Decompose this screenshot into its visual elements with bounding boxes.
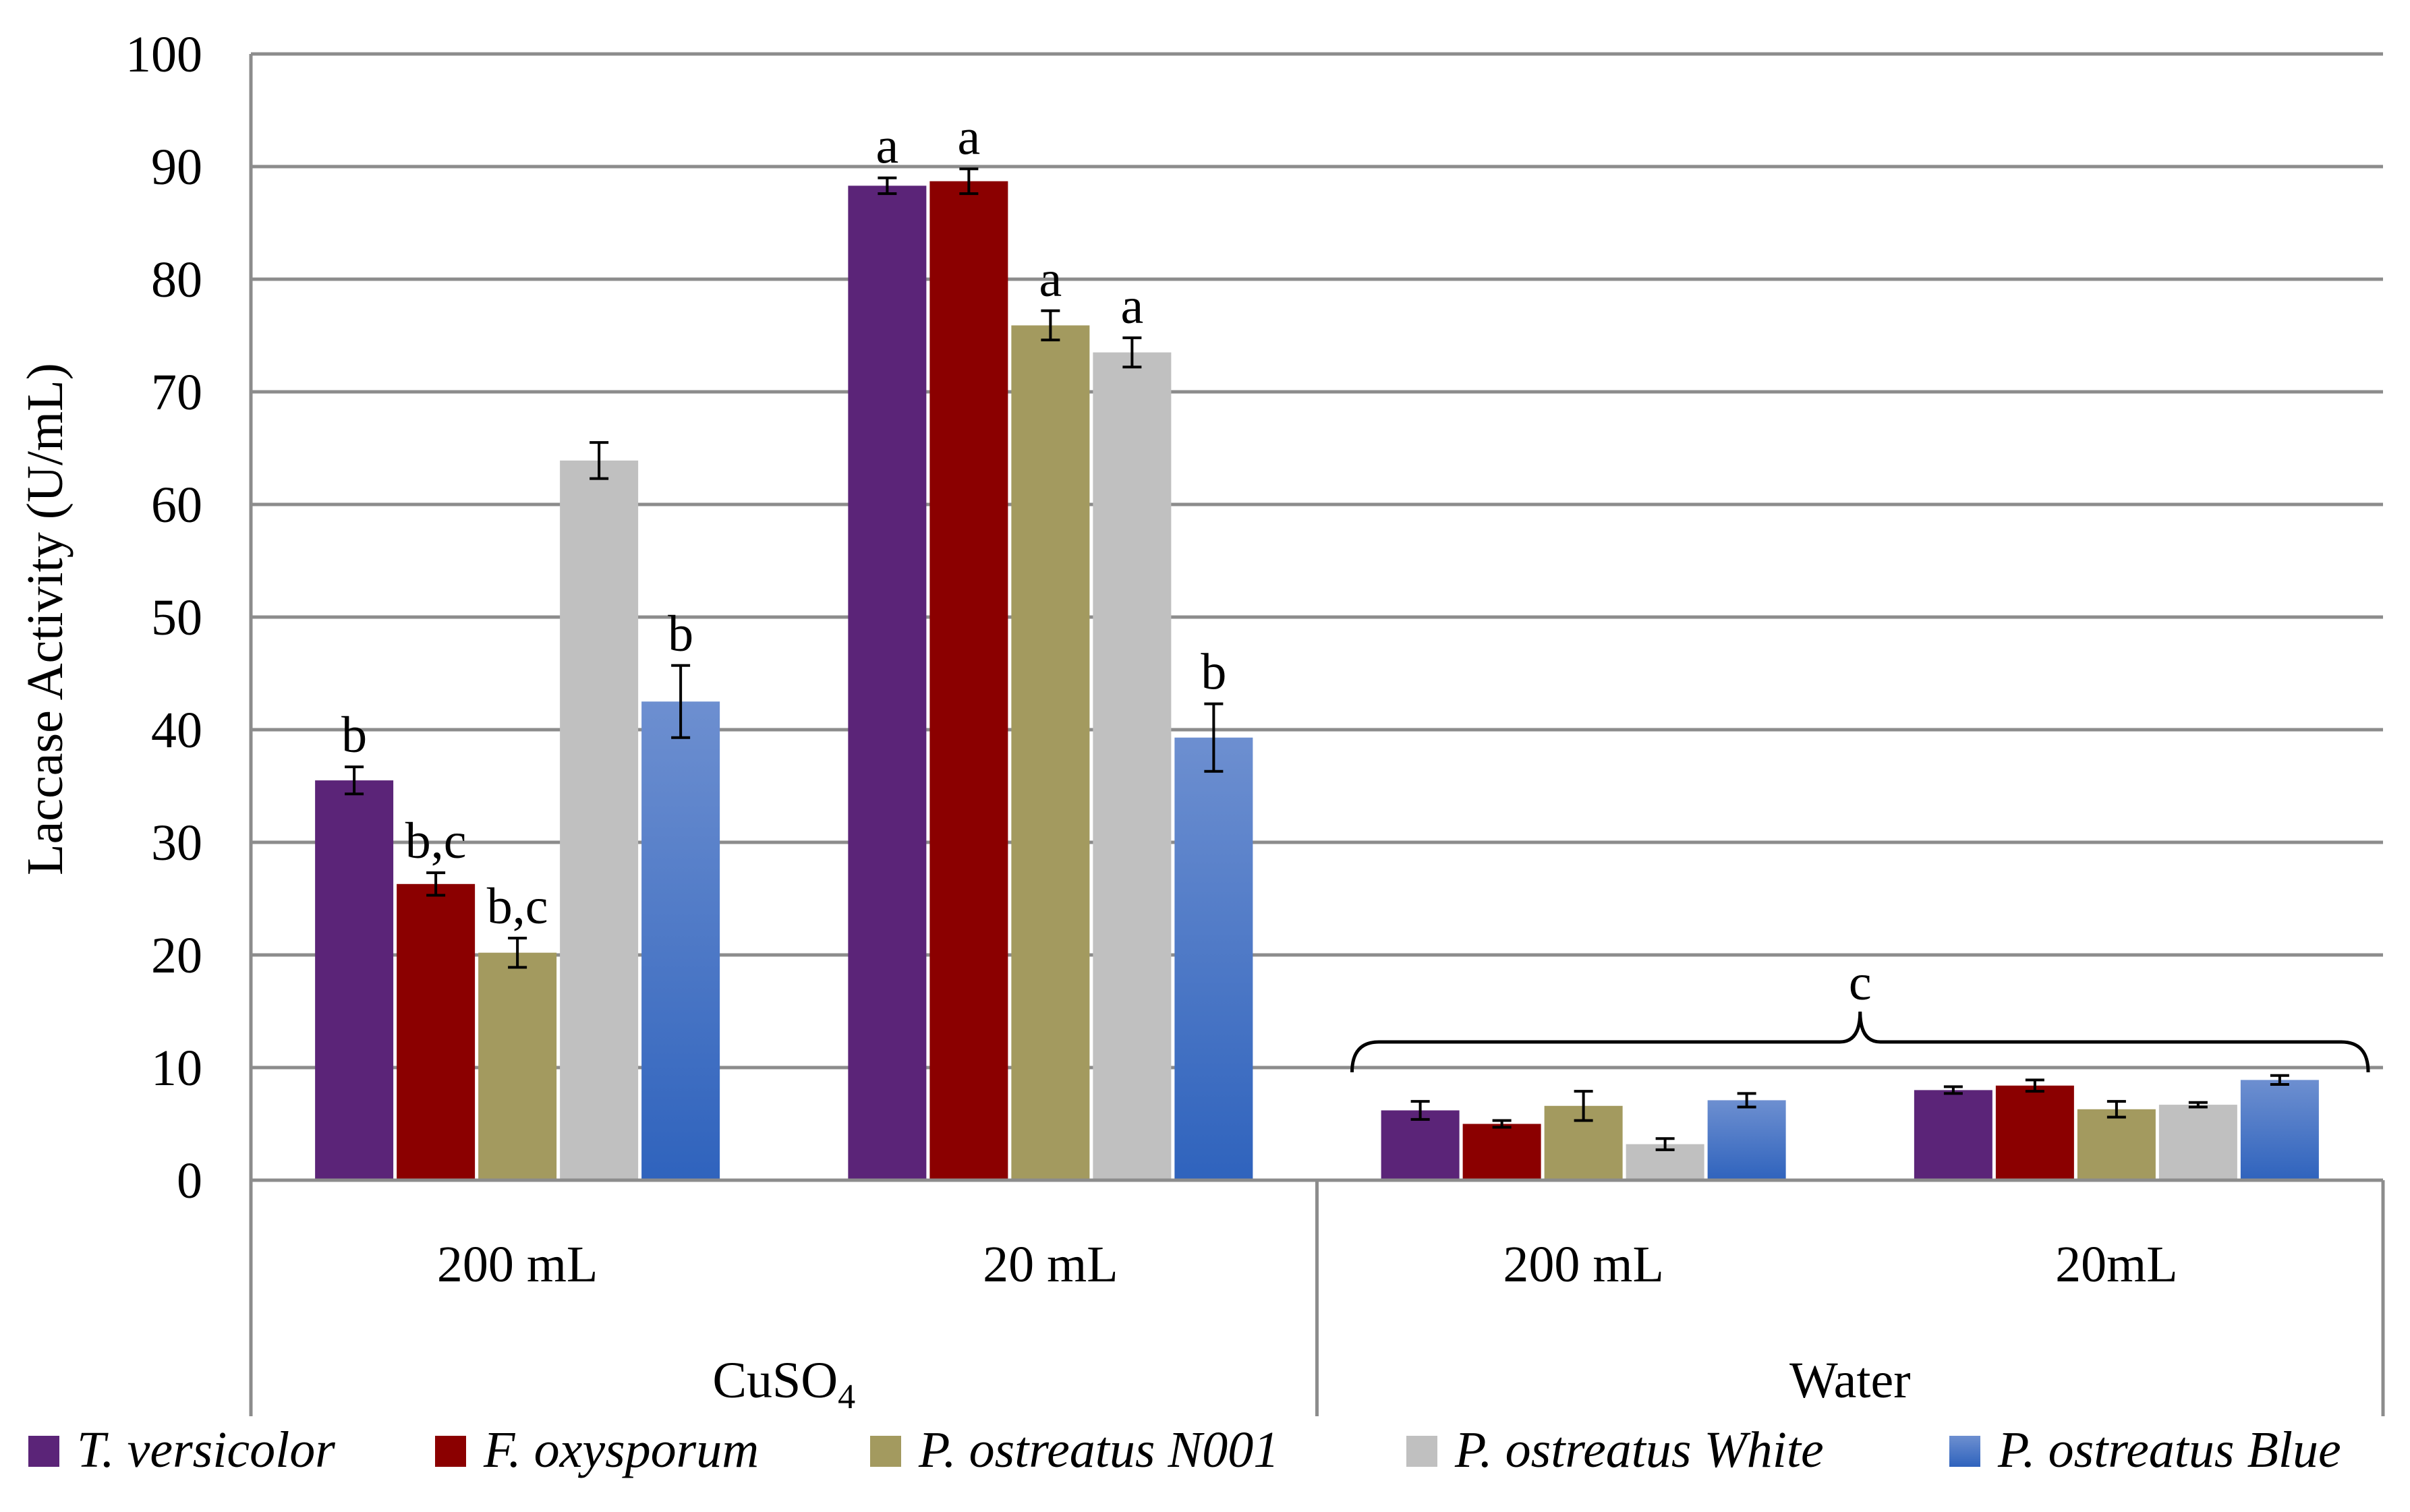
error-bar-3-4 (1655, 1137, 1675, 1151)
error-bar-4-1 (1943, 1085, 1963, 1095)
y-tick-label-30: 30 (151, 815, 202, 871)
y-tick-label-60: 60 (151, 477, 202, 533)
legend-label-2: F. oxysporum (483, 1422, 759, 1478)
error-bar-1-5 (671, 664, 691, 739)
x-group-label-2: Water (1789, 1352, 1911, 1409)
significance-label-2-4: a (1121, 278, 1144, 335)
significance-label-1-2: b,c (405, 813, 467, 869)
legend: T. versicolor F. oxysporum P. ostreatus N0… (28, 1422, 2341, 1478)
error-bar-4-4 (2188, 1101, 2208, 1109)
legend-item-2: F. oxysporum (435, 1422, 759, 1478)
y-axis-label: Laccase Activity (U/mL) (17, 363, 74, 875)
bar-1-2 (397, 883, 476, 1180)
water-brace-annotation: c (1350, 954, 2370, 1073)
legend-item-1: T. versicolor (28, 1422, 335, 1478)
significance-label-1-5: b (668, 606, 693, 662)
y-axis-ticks: 0 10 20 30 40 50 60 70 80 90 100 (125, 26, 202, 1209)
bar-2-4 (1093, 352, 1172, 1180)
bar-4-4 (2158, 1105, 2237, 1180)
brace-path (1350, 1011, 2370, 1073)
legend-item-5: P. ostreatus Blue (1949, 1422, 2341, 1478)
y-tick-label-70: 70 (151, 364, 202, 421)
legend-label-1: T. versicolor (77, 1422, 335, 1478)
bar-3-1 (1381, 1110, 1460, 1180)
bar-2-2 (929, 181, 1008, 1181)
x-category-label-1: 200 mL (437, 1236, 598, 1293)
bar-1-5 (641, 701, 720, 1180)
x-category-label-2: 20 mL (983, 1236, 1118, 1293)
y-tick-label-40: 40 (151, 702, 202, 759)
error-bar-4-5 (2270, 1074, 2289, 1086)
error-bar-2-1 (878, 176, 897, 196)
brace-label: c (1849, 954, 1872, 1011)
legend-swatch-5 (1949, 1436, 1980, 1467)
bar-1-1 (315, 780, 394, 1180)
legend-swatch-1 (28, 1436, 59, 1467)
error-bar-1-3 (508, 936, 527, 969)
error-bar-3-3 (1574, 1090, 1593, 1122)
bar-4-1 (1914, 1090, 1992, 1180)
legend-item-3: P. ostreatus N001 (870, 1422, 1279, 1478)
x-category-label-3: 200 mL (1503, 1236, 1664, 1293)
y-tick-label-80: 80 (151, 252, 202, 308)
error-bar-3-1 (1410, 1100, 1430, 1121)
bar-2-5 (1174, 737, 1253, 1180)
legend-label-4: P. ostreatus White (1454, 1422, 1824, 1478)
bar-3-2 (1462, 1124, 1541, 1180)
significance-label-1-3: b,c (487, 878, 548, 935)
significance-label-2-2: a (958, 109, 981, 165)
legend-swatch-4 (1406, 1436, 1437, 1467)
legend-label-5: P. ostreatus Blue (1997, 1422, 2341, 1478)
bar-4-2 (1995, 1085, 2074, 1180)
error-bar-2-3 (1041, 309, 1060, 342)
legend-swatch-3 (870, 1436, 901, 1467)
legend-item-4: P. ostreatus White (1406, 1422, 1824, 1478)
error-bar-4-2 (2025, 1078, 2044, 1093)
bars (315, 181, 2319, 1181)
bar-4-3 (2077, 1109, 2156, 1180)
bar-2-3 (1011, 325, 1090, 1181)
bar-1-4 (560, 460, 639, 1180)
y-tick-label-100: 100 (125, 26, 202, 83)
bar-4-5 (2240, 1080, 2319, 1180)
x-axis-groups: CuSO4 Water (712, 1352, 1910, 1416)
significance-label-2-3: a (1039, 251, 1062, 308)
significance-label-1-1: b (341, 707, 367, 763)
y-tick-label-50: 50 (151, 589, 202, 646)
error-bar-2-2 (959, 167, 979, 196)
error-bar-1-4 (590, 441, 609, 480)
significance-labels: b b,c b,c b a a a a b (341, 109, 1226, 935)
error-bar-2-5 (1204, 702, 1224, 773)
error-bar-4-3 (2106, 1100, 2126, 1119)
error-bar-1-1 (345, 765, 364, 796)
axes (249, 54, 2385, 1416)
legend-label-3: P. ostreatus N001 (918, 1422, 1279, 1478)
significance-label-2-1: a (876, 118, 899, 175)
y-tick-label-0: 0 (177, 1153, 202, 1209)
significance-label-2-5: b (1201, 644, 1226, 701)
error-bar-1-2 (426, 871, 446, 897)
x-axis-categories: 200 mL 20 mL 200 mL 20mL (437, 1236, 2178, 1293)
y-tick-label-20: 20 (151, 927, 202, 984)
error-bar-3-2 (1492, 1119, 1512, 1129)
bar-1-3 (478, 952, 557, 1180)
error-bars (345, 167, 2289, 1151)
legend-swatch-2 (435, 1436, 466, 1467)
x-category-label-4: 20mL (2055, 1236, 2178, 1293)
y-tick-label-10: 10 (151, 1040, 202, 1097)
bar-2-1 (848, 185, 927, 1180)
error-bar-3-5 (1737, 1092, 1756, 1109)
error-bar-2-4 (1122, 336, 1142, 369)
bar-3-5 (1707, 1100, 1786, 1180)
x-group-label-1: CuSO4 (712, 1352, 855, 1416)
y-tick-label-90: 90 (151, 139, 202, 196)
